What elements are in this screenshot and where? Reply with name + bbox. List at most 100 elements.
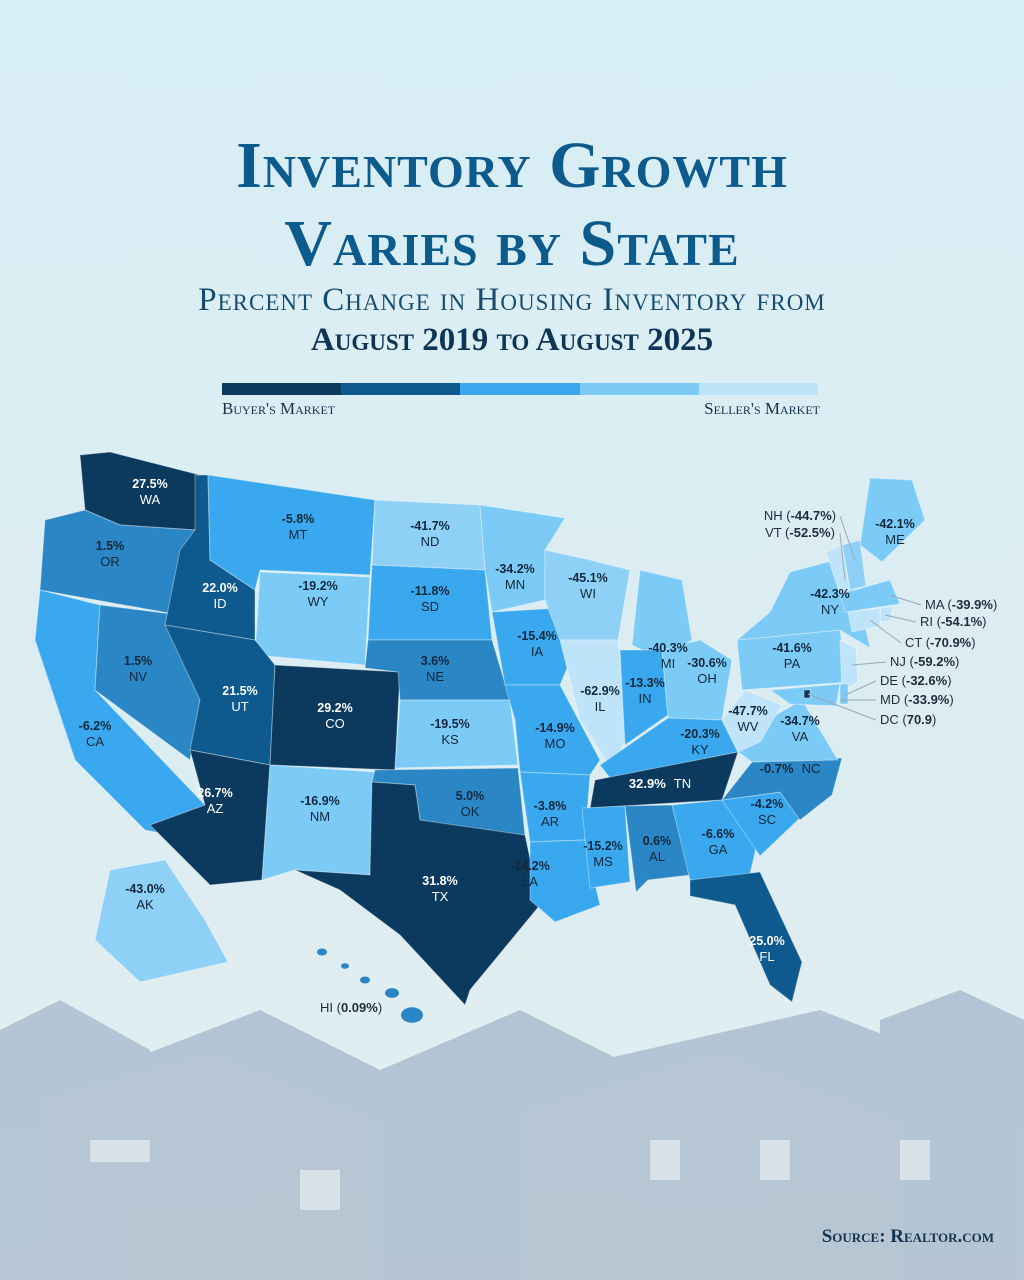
state-value-ks: -19.5% <box>430 717 470 731</box>
state-value-wv: -47.7% <box>728 704 768 718</box>
state-value-sc: -4.2% <box>751 797 784 811</box>
state-abbr-ca: CA <box>86 734 104 749</box>
state-abbr-wv: WV <box>738 719 759 734</box>
state-abbr-oh: OH <box>697 671 717 686</box>
state-value-mi: -40.3% <box>648 641 688 655</box>
state-value-ak: -43.0% <box>125 882 165 896</box>
state-il <box>559 639 631 772</box>
state-dc <box>803 689 811 699</box>
state-value-wi: -45.1% <box>568 571 608 585</box>
legend-swatch <box>222 383 342 395</box>
state-value-ok: 5.0% <box>456 789 485 803</box>
state-value-il: -62.9% <box>580 684 620 698</box>
state-value-ms: -15.2% <box>583 839 623 853</box>
legend-swatch <box>698 383 819 395</box>
state-abbr-nm: NM <box>310 809 330 824</box>
state-value-nv: 1.5% <box>124 654 153 668</box>
subtitle-line-1: Percent Change in Housing Inventory from <box>198 282 826 318</box>
state-label-tn: 32.9% TN <box>629 776 691 791</box>
state-value-ne: 3.6% <box>421 654 450 668</box>
state-value-co: 29.2% <box>317 701 352 715</box>
state-abbr-tx: TX <box>432 889 449 904</box>
state-abbr-or: OR <box>100 554 120 569</box>
legend-swatch <box>341 383 461 395</box>
state-abbr-la: LA <box>522 874 538 889</box>
callout-hi: HI (0.09%) <box>320 1000 382 1015</box>
state-abbr-in: IN <box>639 691 652 706</box>
state-value-al: 0.6% <box>643 834 672 848</box>
state-abbr-ar: AR <box>541 814 559 829</box>
state-label-nc: -0.7% NC <box>760 761 821 776</box>
state-abbr-ky: KY <box>691 742 709 757</box>
state-value-sd: -11.8% <box>411 584 450 598</box>
state-abbr-sc: SC <box>758 812 776 827</box>
houses-background-image <box>0 990 1024 1280</box>
callout-leader-line <box>807 693 877 721</box>
legend-buyers-market-label: Buyer's Market <box>222 399 336 418</box>
state-value-nm: -16.9% <box>300 794 340 808</box>
callout-leader-line <box>839 515 856 561</box>
state-value-az: 26.7% <box>197 786 232 800</box>
state-abbr-az: AZ <box>207 801 224 816</box>
callout-ct: CT (-70.9%) <box>905 635 976 650</box>
state-value-me: -42.1% <box>875 517 915 531</box>
state-al <box>624 804 691 894</box>
state-abbr-ia: IA <box>531 644 544 659</box>
state-value-wy: -19.2% <box>298 579 338 593</box>
state-value-ia: -15.4% <box>517 629 557 643</box>
state-value-ca: -6.2% <box>79 719 112 733</box>
state-value-or: 1.5% <box>96 539 125 553</box>
callout-vt: VT (-52.5%) <box>765 525 835 540</box>
callout-leader-line <box>869 619 902 644</box>
state-oh <box>661 639 733 721</box>
state-abbr-ks: KS <box>441 732 459 747</box>
state-abbr-co: CO <box>325 716 345 731</box>
state-abbr-mt: MT <box>289 527 308 542</box>
state-value-mt: -5.8% <box>282 512 315 526</box>
state-ak <box>94 859 229 983</box>
state-abbr-va: VA <box>792 729 809 744</box>
callout-ma: MA (-39.9%) <box>925 597 997 612</box>
state-abbr-al: AL <box>649 849 665 864</box>
state-ma <box>839 579 901 613</box>
callout-leader-line <box>851 661 887 666</box>
state-abbr-mi: MI <box>661 656 675 671</box>
state-nj <box>839 639 859 693</box>
state-ri <box>879 605 893 623</box>
state-abbr-ga: GA <box>709 842 728 857</box>
callout-nh: NH (-44.7%) <box>764 508 836 523</box>
state-value-la: -14.2% <box>510 859 550 873</box>
state-value-pa: -41.6% <box>772 641 812 655</box>
callout-nj: NJ (-59.2%) <box>890 654 959 669</box>
state-abbr-nd: ND <box>421 534 440 549</box>
state-me <box>859 477 926 563</box>
legend-swatch <box>460 383 580 395</box>
callout-leader-line <box>884 614 917 623</box>
state-abbr-fl: FL <box>759 949 774 964</box>
state-abbr-wy: WY <box>308 594 329 609</box>
state-value-id: 22.0% <box>202 581 237 595</box>
state-value-ky: -20.3% <box>680 727 720 741</box>
state-value-tx: 31.8% <box>422 874 457 888</box>
state-abbr-ak: AK <box>136 897 154 912</box>
state-abbr-me: ME <box>885 532 905 547</box>
state-abbr-wa: WA <box>140 492 161 507</box>
state-value-oh: -30.6% <box>687 656 727 670</box>
state-abbr-wi: WI <box>580 586 596 601</box>
state-value-ar: -3.8% <box>534 799 567 813</box>
state-value-ga: -6.6% <box>702 827 735 841</box>
state-la <box>529 839 601 923</box>
state-hi-island <box>385 988 399 998</box>
callout-de: DE (-32.6%) <box>880 673 952 688</box>
state-abbr-ny: NY <box>821 602 839 617</box>
state-value-va: -34.7% <box>780 714 820 728</box>
state-value-mn: -34.2% <box>495 562 535 576</box>
state-vt <box>825 544 851 595</box>
state-wy <box>254 571 371 666</box>
state-hi-island <box>360 976 370 984</box>
state-value-ut: 21.5% <box>222 684 257 698</box>
subtitle-line-2: August 2019 to August 2025 <box>310 322 714 358</box>
state-abbr-mn: MN <box>505 577 525 592</box>
callout-leader-line <box>844 680 877 696</box>
